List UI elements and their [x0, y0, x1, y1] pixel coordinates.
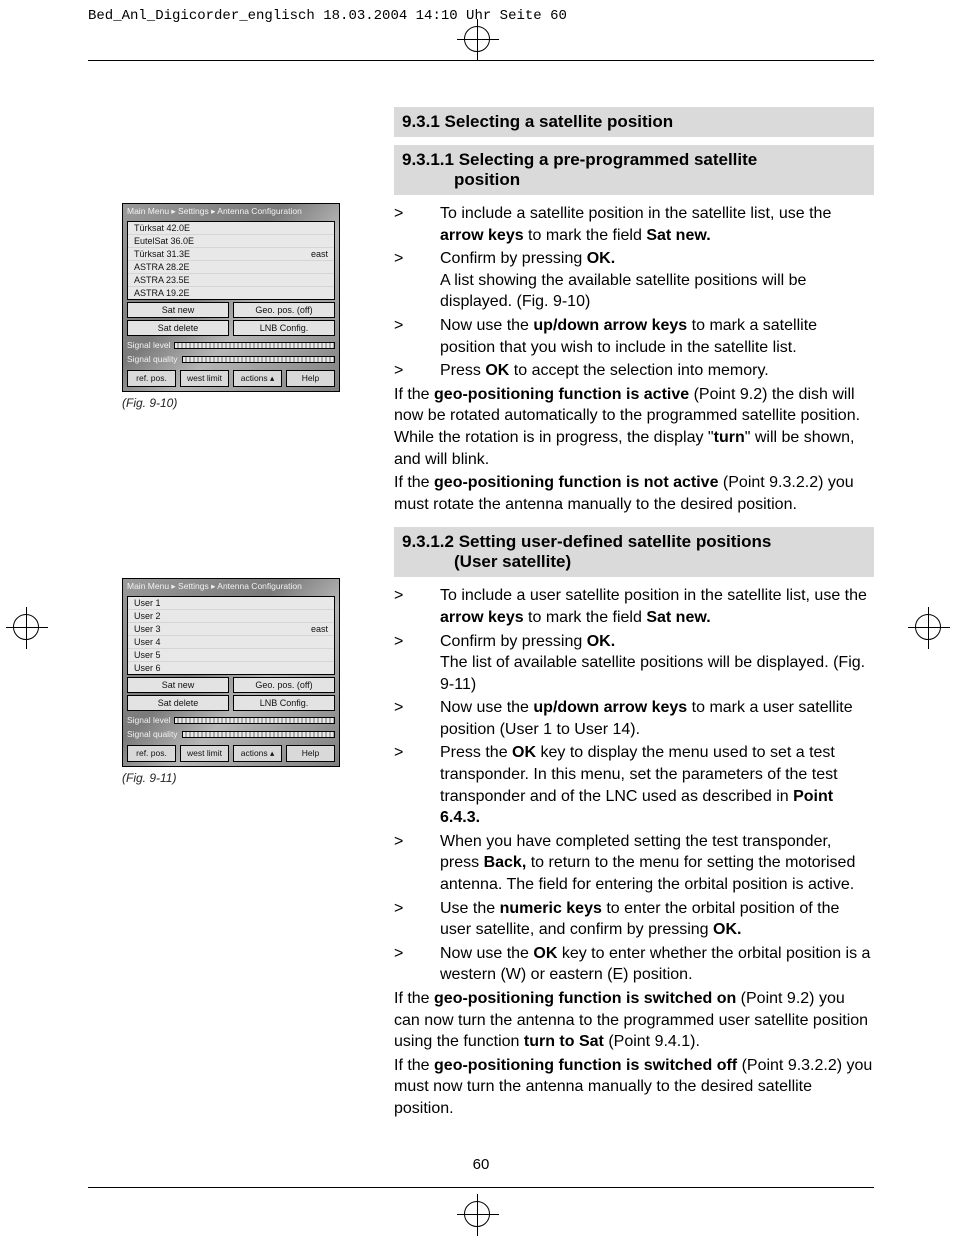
fig-btn-sat-delete: Sat delete: [127, 320, 229, 336]
paragraph: If the geo-positioning function is switc…: [394, 988, 874, 1053]
step: >Press OK to accept the selection into m…: [394, 360, 874, 382]
fig-btn-lnb-config: LNB Config.: [233, 695, 335, 711]
step: >Confirm by pressing OK.A list showing t…: [394, 248, 874, 313]
paragraph: If the geo-positioning function is switc…: [394, 1055, 874, 1120]
figure-9-11: Main Menu ▸ Settings ▸ Antenna Configura…: [122, 578, 348, 785]
registration-mark-right: [915, 614, 941, 640]
step: >Now use the up/down arrow keys to mark …: [394, 315, 874, 358]
step: >Now use the up/down arrow keys to mark …: [394, 697, 874, 740]
registration-mark-bottom: [464, 1201, 490, 1227]
page-number: 60: [88, 1156, 874, 1173]
fig-btn-geo-pos: Geo. pos. (off): [233, 302, 335, 318]
heading-9-3-1-2: 9.3.1.2 Setting user-defined satellite p…: [394, 527, 874, 577]
signal-quality-bar: [182, 356, 335, 363]
page-body: Main Menu ▸ Settings ▸ Antenna Configura…: [88, 60, 874, 1188]
fig-btn-sat-delete: Sat delete: [127, 695, 229, 711]
step: >Press the OK key to display the menu us…: [394, 742, 874, 828]
figure-9-10-screenshot: Main Menu ▸ Settings ▸ Antenna Configura…: [122, 203, 340, 392]
step: >Use the numeric keys to enter the orbit…: [394, 898, 874, 941]
step: >Now use the OK key to enter whether the…: [394, 943, 874, 986]
registration-mark-left: [13, 614, 39, 640]
signal-level-bar: [174, 717, 335, 724]
paragraph: If the geo-positioning function is not a…: [394, 472, 874, 515]
left-column: Main Menu ▸ Settings ▸ Antenna Configura…: [122, 107, 348, 785]
heading-9-3-1: 9.3.1 Selecting a satellite position: [394, 107, 874, 137]
fig-btn-sat-new: Sat new: [127, 302, 229, 318]
step: >Confirm by pressing OK.The list of avai…: [394, 631, 874, 696]
print-header-text: Bed_Anl_Digicorder_englisch 18.03.2004 1…: [88, 8, 567, 24]
signal-quality-bar: [182, 731, 335, 738]
fig-user-list: User 1 User 2 User 3east User 4 User 5 U…: [127, 596, 335, 675]
fig-btn-geo-pos: Geo. pos. (off): [233, 677, 335, 693]
fig-breadcrumbs: Main Menu ▸ Settings ▸ Antenna Configura…: [123, 204, 339, 219]
right-column: 9.3.1 Selecting a satellite position 9.3…: [394, 107, 874, 1120]
figure-9-10: Main Menu ▸ Settings ▸ Antenna Configura…: [122, 203, 348, 410]
fig-btn-lnb-config: LNB Config.: [233, 320, 335, 336]
step: >To include a user satellite position in…: [394, 585, 874, 628]
fig-breadcrumbs: Main Menu ▸ Settings ▸ Antenna Configura…: [123, 579, 339, 594]
figure-9-11-caption: (Fig. 9-11): [122, 771, 348, 785]
fig-satellite-list: Türksat 42.0E EutelSat 36.0E Türksat 31.…: [127, 221, 335, 300]
figure-9-11-screenshot: Main Menu ▸ Settings ▸ Antenna Configura…: [122, 578, 340, 767]
step: >To include a satellite position in the …: [394, 203, 874, 246]
paragraph: If the geo-positioning function is activ…: [394, 384, 874, 470]
fig-btn-sat-new: Sat new: [127, 677, 229, 693]
figure-9-10-caption: (Fig. 9-10): [122, 396, 348, 410]
signal-level-bar: [174, 342, 335, 349]
registration-mark-top: [464, 26, 490, 52]
step: >When you have completed setting the tes…: [394, 831, 874, 896]
heading-9-3-1-1: 9.3.1.1 Selecting a pre-programmed satel…: [394, 145, 874, 195]
